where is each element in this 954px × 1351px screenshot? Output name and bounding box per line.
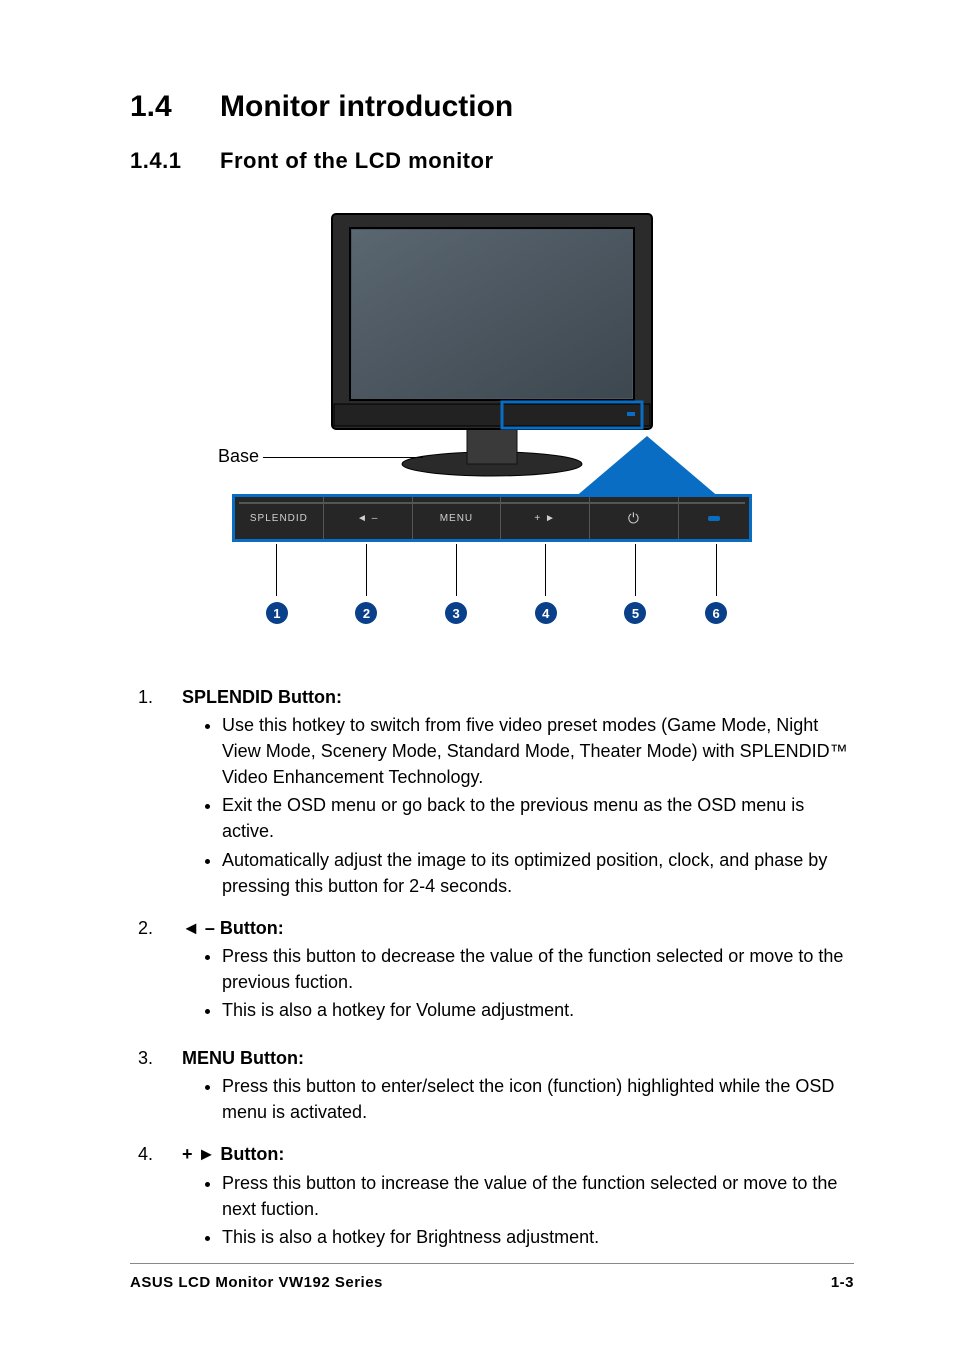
desc-bullet: Press this button to decrease the value …: [222, 943, 854, 995]
desc-bullet: Automatically adjust the image to its op…: [222, 847, 854, 899]
desc-item-3: 3. MENU Button: Press this button to ent…: [138, 1045, 854, 1127]
subsection-title: Front of the LCD monitor: [220, 148, 494, 173]
desc-bullet: Press this button to enter/select the ic…: [222, 1073, 854, 1125]
badge-1: 1: [266, 602, 288, 624]
desc-num: 1.: [138, 684, 182, 901]
desc-bullet: Exit the OSD menu or go back to the prev…: [222, 792, 854, 844]
desc-title: MENU Button:: [182, 1048, 304, 1068]
desc-num: 2.: [138, 915, 182, 1025]
badge-5: 5: [624, 602, 646, 624]
base-leader-line: [263, 457, 423, 458]
desc-bullet: This is also a hotkey for Volume adjustm…: [222, 997, 854, 1023]
button-bar: SPLENDID ◄ – MENU + ► ⏻: [232, 494, 752, 542]
desc-item-4: 4. + ► Button: Press this button to incr…: [138, 1141, 854, 1251]
section-title: Monitor introduction: [220, 90, 513, 123]
desc-title: Button:: [220, 918, 284, 938]
badge-6: 6: [705, 602, 727, 624]
page-footer: ASUS LCD Monitor VW192 Series 1-3: [130, 1263, 854, 1291]
desc-bullet: Press this button to increase the value …: [222, 1170, 854, 1222]
desc-prefix: + ►: [182, 1144, 220, 1164]
desc-bullet: Use this hotkey to switch from five vide…: [222, 712, 854, 790]
badge-3: 3: [445, 602, 467, 624]
desc-item-2: 2. ◄ – Button: Press this button to decr…: [138, 915, 854, 1025]
desc-num: 4.: [138, 1141, 182, 1251]
badge-4: 4: [535, 602, 557, 624]
desc-bullet: This is also a hotkey for Brightness adj…: [222, 1224, 854, 1250]
section-heading: 1.4Monitor introduction: [130, 90, 854, 124]
desc-prefix: ◄ –: [182, 918, 220, 938]
monitor-diagram: Base SPLENDID ◄ – MENU + ► ⏻ 1 2 3 4 5: [130, 204, 854, 644]
button-descriptions: 1. SPLENDID Button: Use this hotkey to s…: [130, 684, 854, 1252]
section-number: 1.4: [130, 90, 220, 124]
subsection-heading: 1.4.1Front of the LCD monitor: [130, 148, 854, 174]
subsection-number: 1.4.1: [130, 148, 220, 174]
desc-title: SPLENDID Button:: [182, 687, 342, 707]
badge-2: 2: [355, 602, 377, 624]
desc-item-1: 1. SPLENDID Button: Use this hotkey to s…: [138, 684, 854, 901]
footer-right: 1-3: [831, 1274, 854, 1291]
footer-left: ASUS LCD Monitor VW192 Series: [130, 1274, 383, 1291]
desc-num: 3.: [138, 1045, 182, 1127]
base-label: Base: [218, 446, 259, 467]
desc-title: Button:: [220, 1144, 284, 1164]
power-led-icon: [708, 516, 720, 521]
callout-badges: 1 2 3 4 5 6: [232, 602, 752, 624]
